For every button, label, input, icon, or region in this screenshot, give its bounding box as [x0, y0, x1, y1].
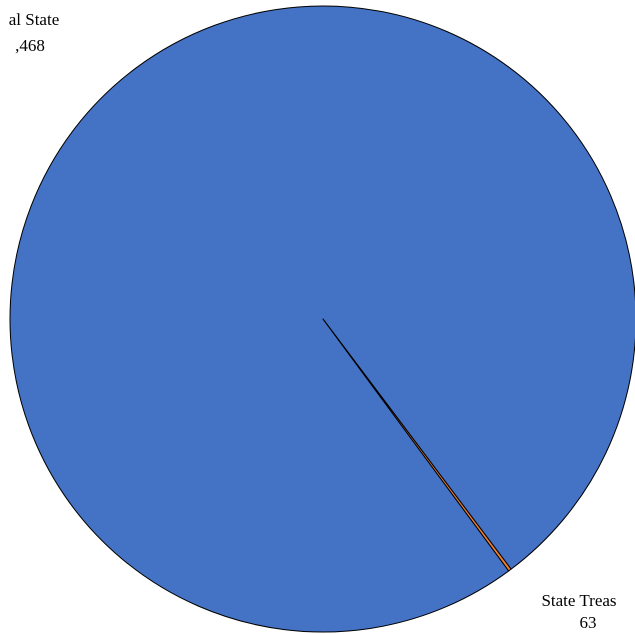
slice-value-label: ,468	[15, 36, 45, 55]
slice-label: State Treas	[541, 591, 616, 610]
slice-label: al State	[9, 10, 60, 29]
slice-value-label: 63	[580, 613, 597, 632]
pie-slice	[322, 318, 512, 572]
